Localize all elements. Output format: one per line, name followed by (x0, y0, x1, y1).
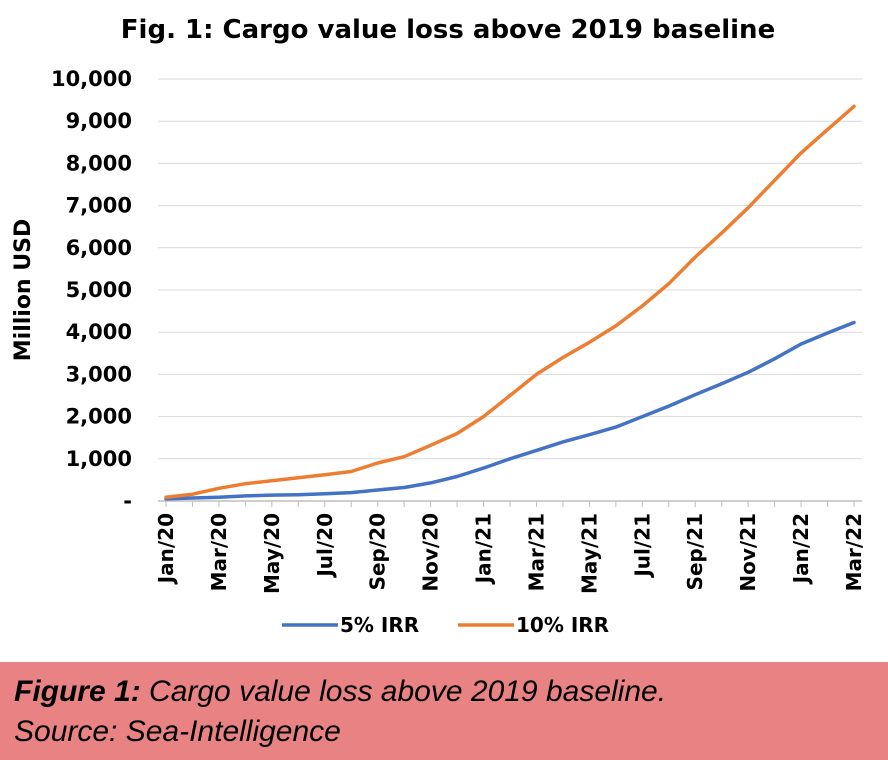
x-tick-label: Mar/20 (207, 513, 231, 591)
y-tick-label: - (123, 489, 132, 513)
x-tick-label: May/21 (577, 513, 601, 594)
caption-source: Source: Sea-Intelligence (14, 715, 341, 748)
y-tick-label: 7,000 (66, 194, 132, 218)
y-tick-label: 2,000 (66, 405, 132, 429)
caption-lead: Figure 1: (14, 675, 141, 708)
chart-title: Fig. 1: Cargo value loss above 2019 base… (121, 15, 775, 45)
x-tick-label: Sep/20 (366, 513, 390, 590)
line-chart: Fig. 1: Cargo value loss above 2019 base… (11, 15, 866, 637)
y-tick-label: 10,000 (51, 67, 132, 91)
x-tick-label: Jan/20 (154, 513, 178, 585)
legend-label: 5% IRR (340, 613, 419, 637)
x-tick-label: Nov/21 (736, 513, 760, 592)
y-tick-label: 5,000 (66, 278, 132, 302)
series-line-irr-5 (164, 320, 856, 501)
x-tick-label: Jul/21 (630, 513, 654, 579)
y-tick-label: 9,000 (66, 109, 132, 133)
x-tick-label: Mar/22 (842, 513, 866, 591)
x-tick-label: Nov/20 (419, 513, 443, 592)
caption-text: Cargo value loss above 2019 baseline. (140, 675, 667, 708)
y-axis-label: Million USD (11, 219, 36, 361)
legend-label: 10% IRR (516, 613, 609, 637)
x-tick-label: Jan/22 (789, 513, 813, 585)
y-tick-label: 8,000 (66, 151, 132, 175)
chart-area: Fig. 1: Cargo value loss above 2019 base… (11, 15, 866, 637)
y-tick-label: 1,000 (66, 447, 132, 471)
y-tick-label: 6,000 (66, 236, 132, 260)
x-tick-label: May/20 (260, 513, 284, 594)
y-tick-label: 3,000 (66, 362, 132, 386)
x-tick-label: Sep/21 (683, 513, 707, 590)
figure-caption: Figure 1: Cargo value loss above 2019 ba… (0, 662, 888, 760)
y-tick-label: 4,000 (66, 320, 132, 344)
series-line-irr-10 (164, 104, 856, 499)
x-tick-label: Mar/21 (524, 513, 548, 591)
x-tick-label: Jul/20 (313, 513, 337, 579)
x-tick-label: Jan/21 (472, 513, 496, 585)
